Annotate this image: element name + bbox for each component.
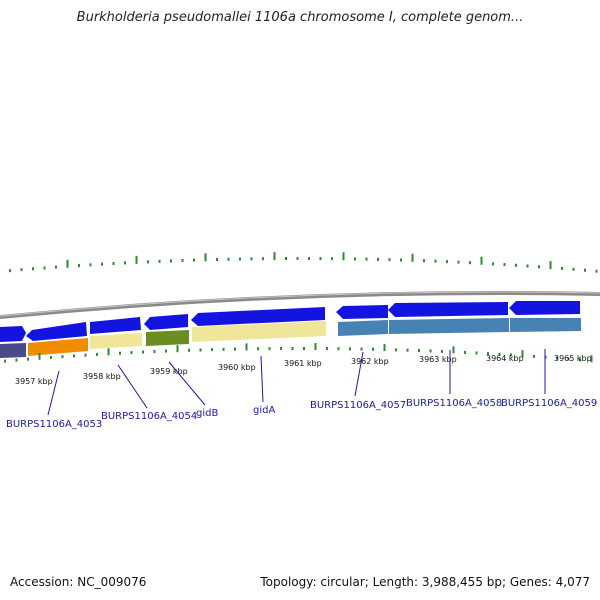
cog-block (338, 320, 388, 336)
gene-label[interactable]: gidA (253, 405, 275, 416)
gene-arrow[interactable] (144, 314, 188, 330)
kbp-ticks: 3957 kbp 3958 kbp 3959 kbp 3960 kbp 3961… (15, 354, 592, 386)
tick-label: 3959 kbp (150, 367, 188, 376)
gene-arrows (0, 301, 580, 342)
label-leaders (47, 349, 546, 416)
gene-arrow[interactable] (0, 326, 26, 342)
tick-label: 3965 kbp (554, 354, 592, 363)
cog-block (90, 333, 142, 349)
tick-label: 3958 kbp (83, 372, 121, 381)
gene-arrow[interactable] (26, 322, 87, 341)
tick-label: 3963 kbp (419, 355, 457, 364)
gene-arrow[interactable] (509, 301, 580, 315)
tick-label: 3961 kbp (284, 359, 322, 368)
tick-label: 3960 kbp (218, 363, 256, 372)
genome-summary-text: Topology: circular; Length: 3,988,455 bp… (260, 575, 590, 589)
gene-label[interactable]: BURPS1106A_4059 (501, 398, 597, 409)
cog-block (0, 343, 26, 358)
gene-label[interactable]: BURPS1106A_4058 (406, 398, 502, 409)
tick-label: 3962 kbp (351, 357, 389, 366)
accession-text: Accession: NC_009076 (10, 575, 147, 589)
gene-label[interactable]: BURPS1106A_4057 (310, 400, 406, 411)
map-title: Burkholderia pseudomallei 1106a chromoso… (76, 10, 524, 25)
gene-arrow[interactable] (336, 305, 388, 319)
cog-block (192, 321, 326, 342)
gene-arrow[interactable] (388, 302, 508, 317)
gene-arrow[interactable] (90, 317, 141, 334)
genome-backbone (0, 290, 600, 319)
gene-label[interactable]: BURPS1106A_4053 (6, 419, 102, 430)
gc-content-track (9, 252, 598, 273)
tick-label: 3964 kbp (486, 354, 524, 363)
gc-skew-track (4, 343, 593, 363)
gene-arrow[interactable] (191, 307, 325, 326)
cog-block (389, 318, 509, 334)
tick-label: 3957 kbp (15, 377, 53, 386)
cog-block (510, 318, 581, 332)
cog-block (146, 330, 189, 346)
cog-track (0, 318, 581, 358)
gene-label[interactable]: gidB (196, 408, 218, 419)
cog-block (28, 338, 88, 356)
gene-labels: BURPS1106A_4053 BURPS1106A_4054 gidB gid… (6, 398, 597, 430)
gene-label[interactable]: BURPS1106A_4054 (101, 411, 197, 422)
